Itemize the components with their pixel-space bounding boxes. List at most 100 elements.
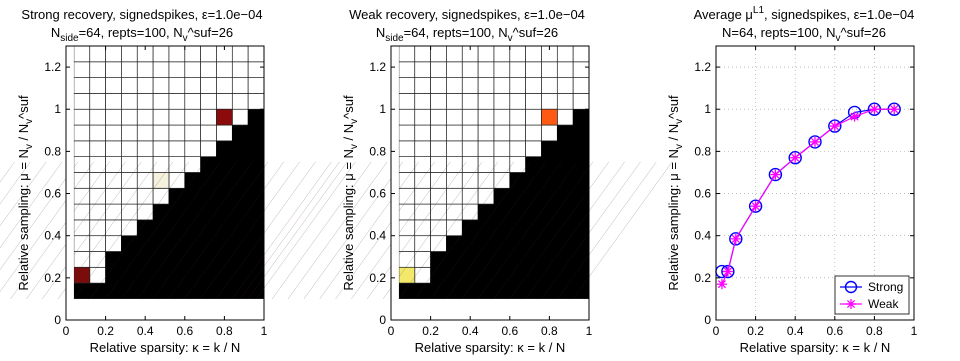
heatmap-cell-success bbox=[89, 266, 106, 284]
heatmap-cell-success bbox=[446, 156, 463, 173]
heatmap-cell-fail bbox=[247, 140, 265, 158]
heatmap-cell-fail bbox=[216, 235, 233, 252]
heatmap-cell-success bbox=[446, 187, 463, 205]
heatmap-cell-success bbox=[556, 61, 574, 78]
heatmap-cell-success bbox=[477, 156, 495, 173]
heatmap-cell-success bbox=[121, 187, 138, 205]
heatmap-cell-fail bbox=[168, 203, 186, 221]
hatch-line bbox=[42, 161, 142, 300]
heatmap-cell-success bbox=[414, 203, 431, 221]
heatmap-cell-success bbox=[541, 61, 558, 78]
heatmap-cell-fail bbox=[216, 282, 233, 300]
heatmap-cell-fail bbox=[184, 203, 201, 221]
x-axis-label: Relative sparsity: κ = k / N bbox=[90, 340, 241, 355]
heatmap-cell-fail bbox=[572, 156, 590, 173]
heatmap-cell-success bbox=[461, 93, 479, 110]
heatmap-cell-fail bbox=[247, 108, 265, 126]
heatmap-cell-success bbox=[200, 108, 217, 126]
heatmap-cell-success bbox=[73, 61, 91, 78]
heatmap-cell-success bbox=[168, 77, 186, 94]
heatmap-cell-success bbox=[105, 108, 122, 126]
heatmap-cell-fail bbox=[556, 282, 574, 300]
series-line-weak bbox=[721, 108, 895, 285]
heatmap-cell-success bbox=[231, 61, 249, 78]
heatmap-cell-success bbox=[184, 61, 201, 78]
heatmap-cell-success bbox=[414, 140, 431, 158]
heatmap-cell-fail bbox=[572, 140, 590, 158]
heatmap-cell-success bbox=[168, 45, 186, 63]
heatmap-cell-success bbox=[493, 45, 511, 63]
data-point-strong bbox=[721, 264, 735, 279]
heatmap-cell-fail bbox=[572, 187, 590, 205]
heatmap-cell-success bbox=[105, 203, 122, 221]
heatmap-cell-success bbox=[398, 61, 416, 78]
heatmap-cell-success bbox=[152, 156, 170, 173]
hatch-line bbox=[382, 161, 483, 300]
heatmap-cell-success bbox=[216, 124, 233, 142]
heatmap-cell-success bbox=[493, 77, 511, 94]
heatmap-cell-success bbox=[89, 187, 106, 205]
heatmap-cell-fail bbox=[136, 266, 154, 284]
heatmap-cell-success bbox=[414, 187, 431, 205]
heatmap-cell-success bbox=[430, 77, 447, 94]
heatmap-cell-success bbox=[541, 93, 558, 110]
empty-band bbox=[391, 46, 399, 299]
heatmap-cell-success bbox=[200, 93, 217, 110]
heatmap-cell-success bbox=[247, 77, 265, 94]
asterisk-stroke bbox=[791, 153, 800, 162]
heatmap-cell-fail bbox=[541, 266, 558, 284]
y-tick-label: 0.4 bbox=[44, 229, 61, 243]
heatmap-cell-highlight bbox=[152, 172, 170, 189]
heatmap-cell-success bbox=[73, 45, 91, 63]
heatmap-cell-fail bbox=[509, 235, 526, 252]
heatmap-cell-success bbox=[231, 108, 249, 126]
heatmap-cell-success bbox=[168, 140, 186, 158]
heatmap-cell-success bbox=[121, 124, 138, 142]
hatch-line bbox=[184, 161, 284, 300]
heatmap-cell-fail bbox=[247, 187, 265, 205]
y-tick-label: 0.8 bbox=[44, 144, 61, 158]
hatch-line bbox=[525, 161, 625, 300]
heatmap-cell-success bbox=[525, 77, 542, 94]
heatmap-cell-success bbox=[509, 140, 526, 158]
empty-band bbox=[391, 298, 589, 320]
heatmap-cell-fail bbox=[89, 282, 106, 300]
heatmap-cell-success bbox=[509, 77, 526, 94]
heatmap-cell-fail bbox=[525, 187, 542, 205]
heatmap-cell-success bbox=[398, 187, 416, 205]
heatmap-cell-success bbox=[152, 93, 170, 110]
heatmap-cell-success bbox=[73, 156, 91, 173]
heatmap-cell-fail bbox=[541, 187, 558, 205]
y-tick-label: 1 bbox=[379, 102, 386, 116]
heatmap-cell-success bbox=[541, 124, 558, 142]
heatmap-cell-fail bbox=[477, 282, 495, 300]
heatmap-cell-success bbox=[414, 124, 431, 142]
x-tick-label: 0.6 bbox=[176, 324, 193, 338]
heatmap-cell-success bbox=[446, 140, 463, 158]
heatmap-cell-success bbox=[152, 187, 170, 205]
y-tick-label: 0.6 bbox=[369, 187, 386, 201]
heatmap-cell-success bbox=[477, 45, 495, 63]
heatmap-cell-success bbox=[152, 140, 170, 158]
y-tick-label: 0.2 bbox=[369, 271, 386, 285]
data-point-weak bbox=[810, 136, 820, 147]
heatmap-cell-success bbox=[509, 93, 526, 110]
heatmap-cell-success bbox=[461, 108, 479, 126]
heatmap-cell-success bbox=[168, 156, 186, 173]
heatmap-cell-success bbox=[231, 77, 249, 94]
heatmap-cell-success bbox=[493, 108, 511, 126]
x-tick-label: 0.2 bbox=[747, 324, 764, 338]
data-point-weak bbox=[790, 152, 801, 163]
heatmap-cell-success bbox=[200, 45, 217, 63]
heatmap-cell-success bbox=[446, 93, 463, 110]
heatmap-cell-fail bbox=[556, 124, 574, 142]
heatmap-cell-success bbox=[105, 140, 122, 158]
heatmap-cell-fail bbox=[493, 187, 511, 205]
y-axis-label: Relative sampling: μ = Nv / Nv^suf bbox=[666, 95, 685, 291]
heatmap-cell-success bbox=[493, 156, 511, 173]
heatmap-cell-fail bbox=[556, 156, 574, 173]
heatmap-cell-success bbox=[430, 156, 447, 173]
chart-title: Weak recovery, signedspikes, ε=1.0e−04 bbox=[349, 7, 585, 22]
heatmap-cell-success bbox=[430, 108, 447, 126]
heatmap-cell-fail bbox=[168, 235, 186, 252]
